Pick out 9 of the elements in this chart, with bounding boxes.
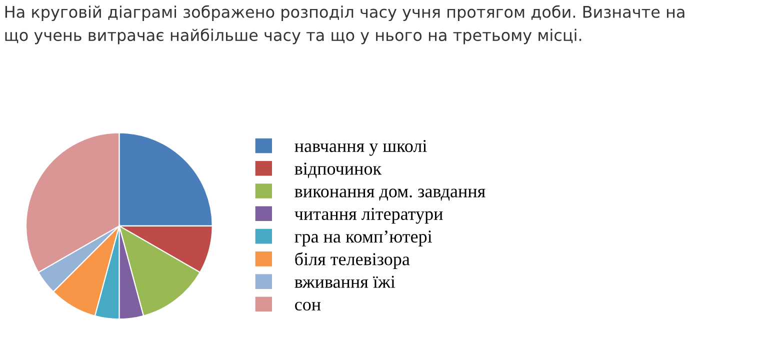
chart-title: На круговій діаграмі зображено розподіл часу учня протягом доби. Визначте на що учень витрачає найбільше часу та що у нього на третьому місці. — [5, 5, 684, 44]
legend-label: гра на комп’ютері — [294, 230, 432, 246]
legend-label: виконання дом. завдання — [294, 188, 486, 201]
legend-label: сон — [295, 302, 321, 311]
legend-label: біля телевізора — [295, 252, 410, 269]
legend-label: читання літератури — [294, 208, 443, 224]
legend-label: вживання їжі — [294, 276, 396, 288]
legend-label: відпочинок — [294, 162, 382, 178]
legend-label: навчання у школі — [294, 140, 427, 156]
